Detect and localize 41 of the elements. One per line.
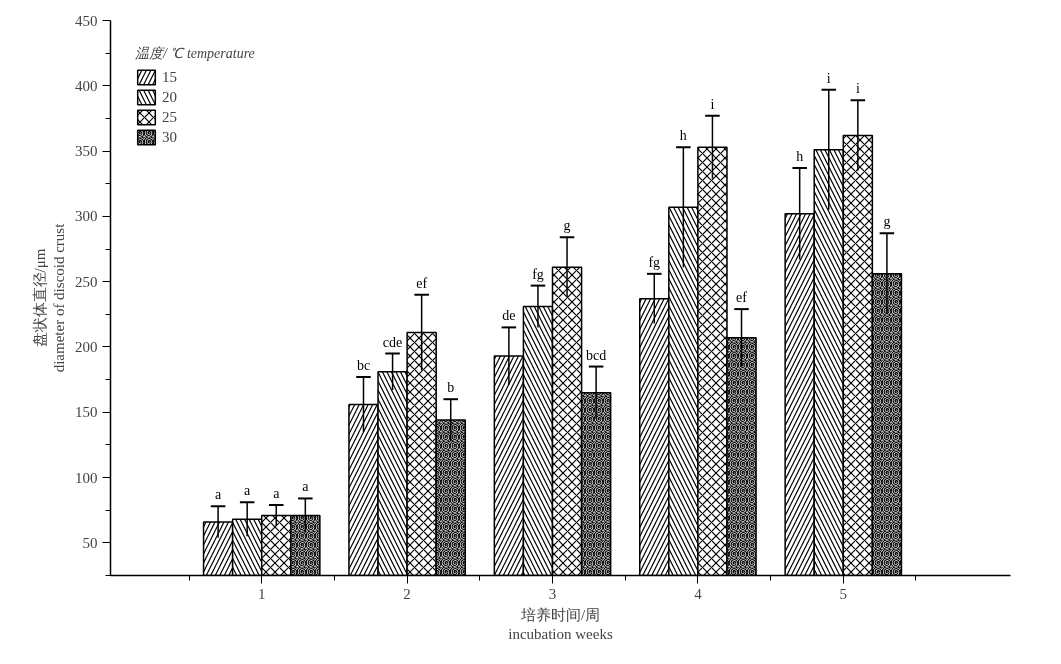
annotation: bc (356, 358, 371, 374)
x-tick-label: 2 (403, 585, 411, 602)
legend-label: 20 (162, 88, 178, 106)
y-tick-label: 300 (75, 208, 98, 225)
y-tick-label: 150 (75, 404, 98, 421)
annotation: de (502, 308, 516, 324)
y-tick-label: 250 (75, 273, 98, 290)
y-tick-label: 400 (75, 77, 98, 94)
legend-title: 温度/ ℃ temperature (135, 45, 255, 63)
annotation: ef (736, 290, 748, 306)
annotation: a (214, 487, 222, 503)
annotation: i (826, 70, 831, 86)
y-tick-label: 50 (82, 534, 98, 551)
x-axis-title: 培养时间/周 incubation weeks (508, 606, 613, 642)
x-tick-label: 1 (257, 585, 266, 602)
y-tick-label: 100 (75, 469, 98, 486)
x-tick-label: 3 (548, 585, 557, 602)
annotation: b (447, 380, 455, 396)
y-axis-title: 盘状体直径/μm diameter of discoid crust (31, 222, 67, 373)
annotation: h (796, 149, 804, 165)
y-tick-label: 200 (75, 338, 98, 355)
annotation: h (679, 128, 687, 144)
annotation: g (563, 218, 571, 234)
x-tick-label: 5 (839, 585, 848, 602)
annotation: a (302, 479, 310, 495)
annotation: fg (532, 266, 544, 282)
annotation: ef (416, 275, 428, 291)
annotation: a (244, 483, 252, 499)
legend-label: 15 (162, 68, 178, 86)
x-tick-label: 4 (694, 585, 703, 602)
annotation: i (710, 96, 715, 112)
y-tick-label: 450 (75, 12, 98, 29)
legend-label: 25 (162, 108, 178, 126)
annotation: bcd (586, 347, 607, 363)
y-tick-label: 350 (75, 143, 98, 160)
annotation: a (273, 485, 281, 501)
annotation: i (855, 81, 860, 97)
legend-label: 30 (162, 128, 178, 146)
annotation: cde (382, 334, 403, 350)
annotation: g (883, 214, 891, 230)
annotation: fg (648, 254, 661, 270)
